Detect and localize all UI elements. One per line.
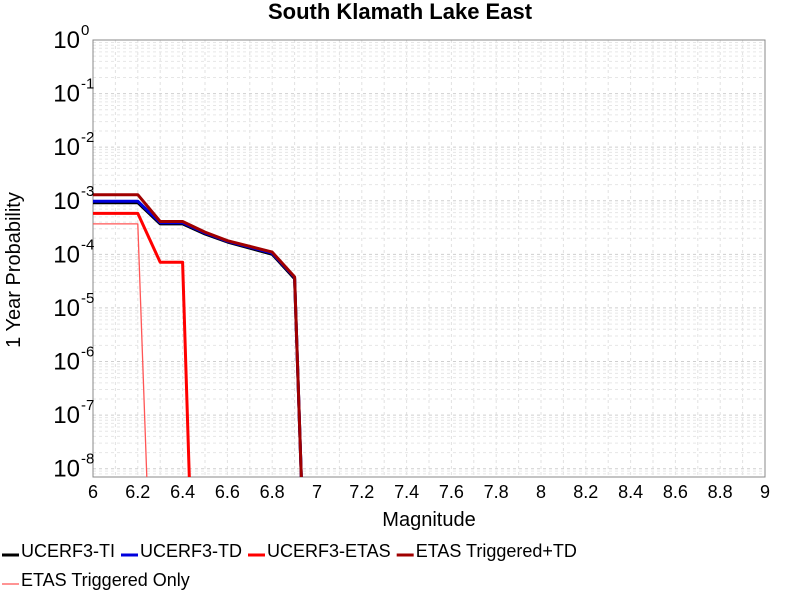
series-line-ucerf3-td [93, 199, 303, 477]
plot-frame [92, 39, 766, 478]
y-tick-label: 10 [53, 241, 80, 268]
x-tick-label: 8.8 [708, 482, 733, 502]
y-tick-label: 10 [53, 295, 80, 322]
y-tick-label: 10 [53, 349, 80, 376]
legend-entry: ETAS Triggered+TD [416, 541, 577, 561]
y-tick-label: 10 [53, 188, 80, 215]
legend-entry: ETAS Triggered Only [21, 570, 190, 590]
y-tick-exponent: -1 [81, 76, 94, 93]
chart-title: South Klamath Lake East [268, 0, 533, 24]
y-tick-label: 10 [53, 134, 80, 161]
y-tick-exponent: -6 [81, 344, 94, 361]
series-line-ucerf3-etas [93, 211, 191, 477]
y-tick-label: 10 [53, 402, 80, 429]
x-tick-label: 7.8 [484, 482, 509, 502]
y-tick-label: 10 [53, 27, 80, 54]
x-tick-label: 7 [312, 482, 322, 502]
x-tick-label: 8.2 [573, 482, 598, 502]
y-axis-label: 1 Year Probability [3, 192, 25, 348]
x-tick-label: 8.4 [618, 482, 643, 502]
y-tick-exponent: -8 [81, 451, 94, 468]
x-tick-label: 8.6 [663, 482, 688, 502]
series-line-ucerf3-ti [93, 201, 303, 477]
x-tick-labels: 6 6.2 6.4 6.6 6.8 7 7.2 7.4 7.6 7.8 8 8.2 8.4 8.6 8.8 9 [88, 482, 770, 502]
series-line-etas-triggered-td [93, 193, 303, 477]
x-tick-label: 8 [536, 482, 546, 502]
y-tick-exponent: -3 [81, 183, 94, 200]
series-group [93, 193, 303, 477]
x-axis-label: Magnitude [382, 509, 475, 531]
x-tick-label: 6.6 [215, 482, 240, 502]
y-tick-exponent: 0 [81, 22, 89, 39]
legend-entry: UCERF3-TI [21, 541, 115, 561]
legend-entry: UCERF3-TD [140, 541, 242, 561]
x-tick-label: 7.6 [439, 482, 464, 502]
y-tick-exponent: -5 [81, 290, 94, 307]
y-tick-label: 10 [53, 456, 80, 483]
y-tick-exponent: -7 [81, 397, 94, 414]
x-tick-label: 9 [760, 482, 770, 502]
x-tick-label: 7.4 [394, 482, 419, 502]
x-tick-label: 6.4 [170, 482, 195, 502]
legend: UCERF3-TI UCERF3-TD UCERF3-ETAS ETAS Trigge… [2, 541, 577, 590]
grid [92, 40, 766, 478]
x-tick-label: 6 [88, 482, 98, 502]
series-line-etas-triggered-only [93, 223, 148, 477]
x-tick-label: 7.2 [349, 482, 374, 502]
legend-entry: UCERF3-ETAS [267, 541, 391, 561]
y-tick-label: 10 [53, 81, 80, 108]
y-tick-exponent: -2 [81, 129, 94, 146]
x-tick-label: 6.2 [125, 482, 150, 502]
y-tick-exponent: -4 [81, 236, 94, 253]
x-tick-label: 6.8 [260, 482, 285, 502]
